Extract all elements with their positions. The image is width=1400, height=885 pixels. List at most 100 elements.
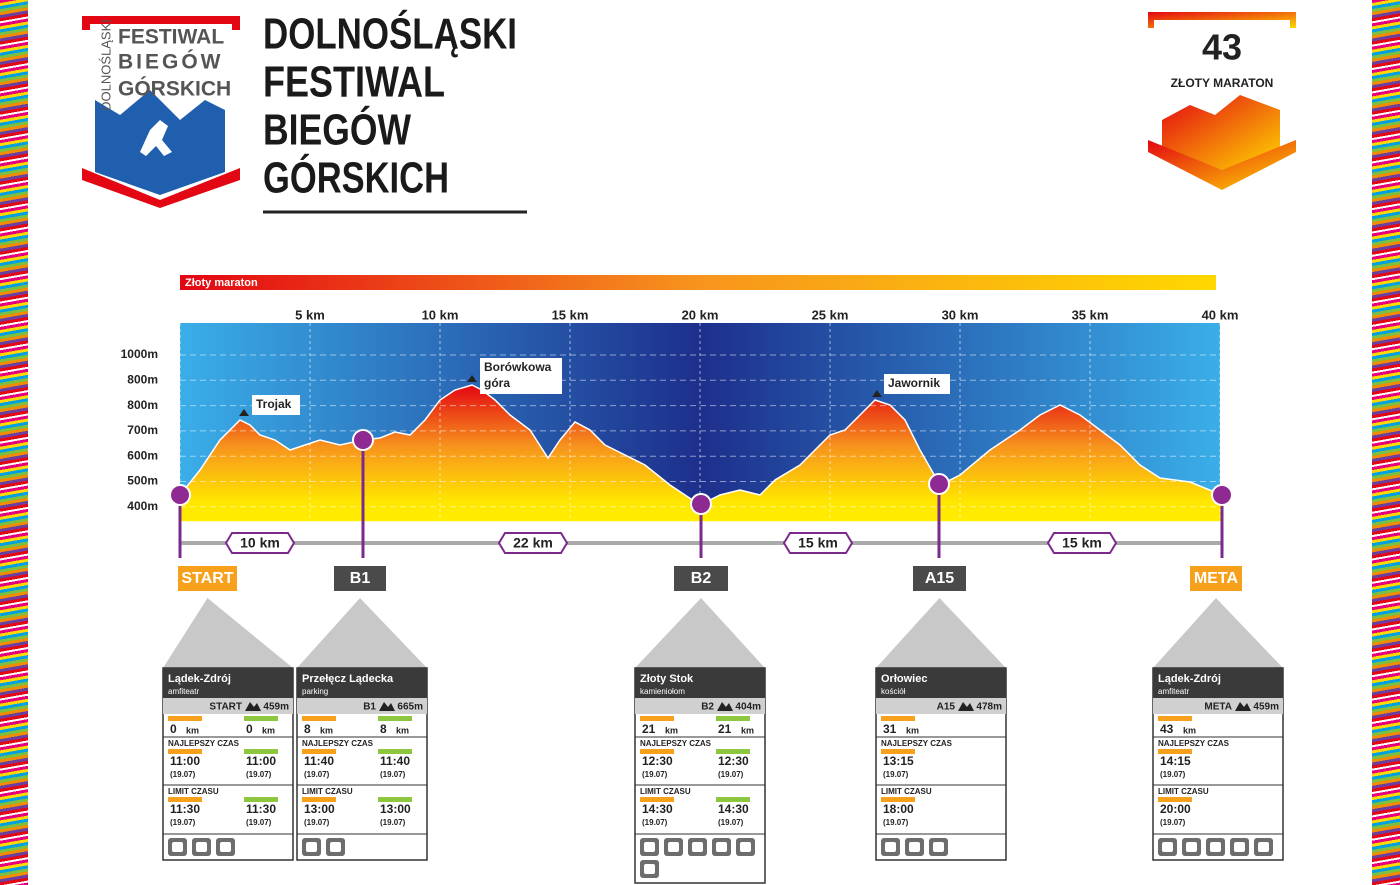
- card-header: [163, 668, 293, 698]
- distance-bar: [378, 716, 412, 721]
- checkpoint-label-box: [178, 566, 237, 591]
- section-label: LIMIT CZASU: [881, 787, 932, 796]
- card-distance: 0: [246, 722, 253, 736]
- peak-label: Borówkowa: [484, 360, 552, 374]
- altitude-label: 600m: [127, 448, 158, 462]
- km-label: 10 km: [422, 307, 459, 322]
- altitude-label: 800m: [127, 398, 158, 412]
- time: 11:00: [170, 754, 200, 768]
- km-label: 40 km: [1202, 307, 1239, 322]
- km-unit: km: [906, 725, 919, 735]
- card-sub: amfiteatr: [1158, 687, 1189, 696]
- date: (19.07): [380, 818, 406, 827]
- time-bar: [716, 749, 750, 754]
- service-icon-glyph: [1210, 842, 1221, 852]
- section-label: LIMIT CZASU: [168, 787, 219, 796]
- km-unit: km: [186, 725, 199, 735]
- service-icon-glyph: [1234, 842, 1245, 852]
- date: (19.07): [304, 818, 330, 827]
- checkpoint-label: A15: [925, 570, 954, 587]
- segment-label: 15 km: [1062, 535, 1102, 551]
- checkpoint-marker: [1211, 484, 1233, 506]
- peak-label-box: [884, 374, 950, 394]
- distance-bar: [302, 716, 336, 721]
- service-icon-glyph: [306, 842, 317, 852]
- service-icon-glyph: [220, 842, 231, 852]
- section-label: NAJLEPSZY CZAS: [881, 739, 953, 748]
- date: (19.07): [718, 818, 744, 827]
- card-code: B1: [363, 702, 376, 713]
- callout: [1153, 598, 1283, 668]
- badge: 43 ZŁOTY MARATON: [1148, 12, 1296, 190]
- altitude-icon: [958, 702, 974, 711]
- time-bar: [1158, 749, 1192, 754]
- card-name: Orłowiec: [881, 673, 927, 685]
- service-icon-glyph: [716, 842, 727, 852]
- time: 20:00: [1160, 802, 1191, 816]
- checkpoint-label-box: [1190, 566, 1242, 591]
- service-icon-glyph: [1258, 842, 1269, 852]
- card-name: Lądek-Zdrój: [1158, 673, 1221, 685]
- service-icon-glyph: [172, 842, 183, 852]
- distance-bar: [1158, 716, 1192, 721]
- logo-vertical-text: DOLNOŚLĄSKI: [98, 19, 113, 111]
- altitude-icon: [1235, 702, 1251, 711]
- km-unit: km: [1183, 725, 1196, 735]
- peak-label: Jawornik: [888, 376, 940, 390]
- peak-label: góra: [484, 376, 510, 390]
- peak-marker: [239, 409, 249, 416]
- border-stripes: [0, 0, 28, 885]
- date: (19.07): [883, 770, 909, 779]
- peak-marker: [872, 390, 882, 397]
- date: (19.07): [642, 818, 668, 827]
- time-bar: [1158, 797, 1192, 802]
- date: (19.07): [883, 818, 909, 827]
- segment-label: 10 km: [240, 535, 280, 551]
- time-bar: [244, 797, 278, 802]
- date: (19.07): [642, 770, 668, 779]
- card-distance: 8: [380, 722, 387, 736]
- km-unit: km: [320, 725, 333, 735]
- time-bar: [881, 797, 915, 802]
- card-distance: 21: [642, 722, 656, 736]
- callout: [163, 598, 293, 668]
- service-icon-glyph: [740, 842, 751, 852]
- card-sub: kamieniołom: [640, 687, 685, 696]
- service-icon-glyph: [644, 842, 655, 852]
- time: 13:00: [304, 802, 335, 816]
- route-name: Złoty maraton: [185, 277, 258, 289]
- card-altitude: 404m: [735, 702, 761, 713]
- distance-bar: [244, 716, 278, 721]
- service-icon-glyph: [196, 842, 207, 852]
- peak-label-box: [480, 358, 562, 394]
- altitude-label: 400m: [127, 499, 158, 513]
- time-bar: [168, 797, 202, 802]
- service-icon-glyph: [330, 842, 341, 852]
- card-code: META: [1204, 702, 1232, 713]
- card-sub: parking: [302, 687, 328, 696]
- distance-bar: [640, 716, 674, 721]
- checkpoint-marker: [690, 493, 712, 515]
- card-name: Przełęcz Lądecka: [302, 673, 394, 685]
- card-altitude: 459m: [1253, 702, 1279, 713]
- segment-badge: [497, 532, 569, 554]
- date: (19.07): [1160, 770, 1186, 779]
- logo: DOLNOŚLĄSKI FESTIWAL BIEGÓW GÓRSKICH: [82, 16, 240, 208]
- checkpoint-marker: [352, 429, 374, 451]
- time: 14:30: [718, 802, 749, 816]
- checkpoint-label: START: [181, 570, 233, 587]
- title-line: BIEGÓW: [263, 105, 411, 155]
- card-distance: 8: [304, 722, 311, 736]
- time: 14:15: [1160, 754, 1191, 768]
- card-distance: 31: [883, 722, 897, 736]
- border-stripes: [1372, 0, 1400, 885]
- segment-badge: [782, 532, 854, 554]
- checkpoint-label-box: [674, 566, 728, 591]
- checkpoint-label-box: [913, 566, 966, 591]
- service-icon-glyph: [909, 842, 920, 852]
- date: (19.07): [170, 770, 196, 779]
- card-name: Złoty Stok: [640, 673, 694, 685]
- callout: [876, 598, 1006, 668]
- distance-bar: [881, 716, 915, 721]
